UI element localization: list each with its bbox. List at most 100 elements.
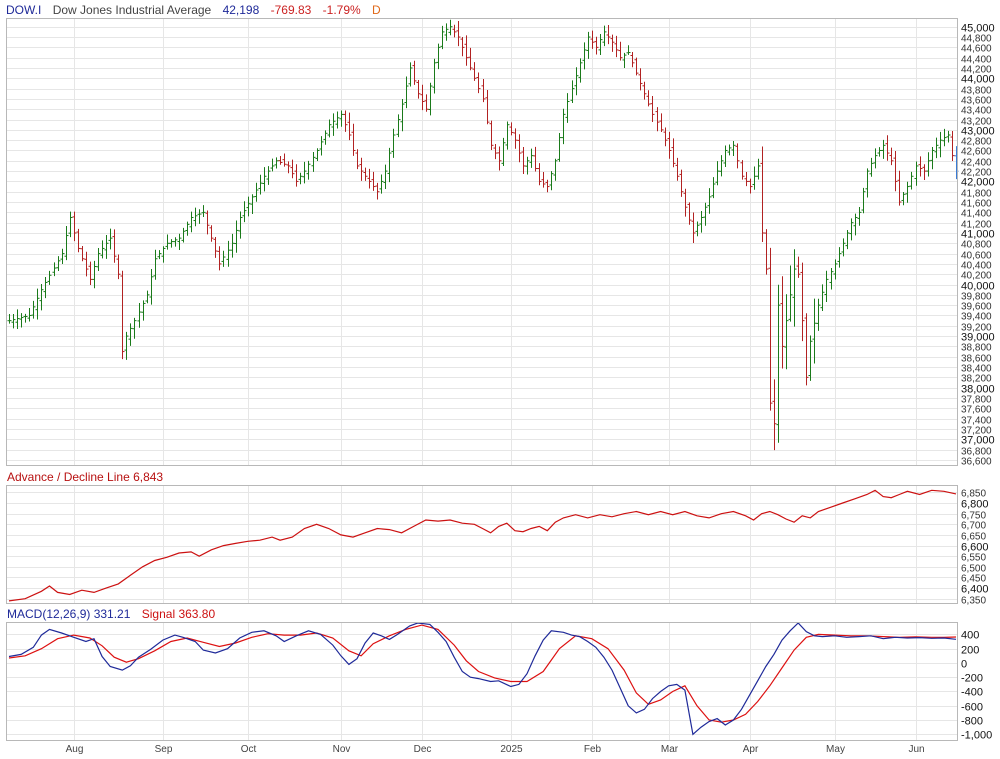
price-tick-label: 36,800 — [961, 447, 992, 458]
ohlc-bar — [857, 207, 862, 226]
ohlc-bar — [355, 149, 360, 170]
ohlc-bar — [667, 131, 672, 159]
ohlc-bar — [570, 80, 575, 103]
header-line: DOW.I Dow Jones Industrial Average 42,19… — [6, 3, 381, 17]
ohlc-bar — [404, 76, 409, 109]
ohlc-bar — [703, 202, 708, 226]
adl-panel-title: Advance / Decline Line 6,843 — [7, 470, 163, 484]
ohlc-bar — [816, 298, 821, 331]
ohlc-bar — [149, 269, 154, 305]
ohlc-bar — [545, 179, 550, 193]
ohlc-bar — [391, 128, 396, 158]
adl-tick-label: 6,550 — [961, 553, 986, 564]
ohlc-bar — [238, 211, 243, 239]
ohlc-bar — [448, 19, 453, 36]
price-tick-label: 37,200 — [961, 426, 992, 437]
ohlc-bar — [557, 132, 562, 162]
price-tick-label: 40,000 — [961, 281, 995, 293]
ohlc-bar — [327, 119, 332, 138]
price-tick-label: 40,200 — [961, 271, 992, 282]
ohlc-bar — [517, 134, 522, 163]
ohlc-bar — [744, 171, 749, 187]
price-tick-label: 43,600 — [961, 96, 992, 107]
ohlc-bar — [197, 209, 202, 224]
ohlc-bar — [359, 157, 364, 181]
ohlc-bar — [396, 114, 401, 138]
ohlc-bar — [189, 211, 194, 233]
ohlc-bar — [780, 276, 785, 369]
ohlc-bar — [43, 277, 48, 299]
ohlc-bar — [383, 164, 388, 190]
ohlc-bar — [274, 157, 279, 169]
price-tick-label: 39,600 — [961, 302, 992, 313]
ohlc-bar — [719, 155, 724, 177]
ohlc-bar — [594, 36, 599, 55]
ohlc-bar — [120, 270, 125, 360]
ohlc-bar — [873, 148, 878, 169]
price-bars-layer — [7, 19, 959, 451]
ohlc-bar — [432, 58, 437, 94]
symbol-label[interactable]: DOW.I — [6, 3, 41, 17]
signal-series-line — [8, 624, 957, 723]
ohlc-bar — [209, 225, 214, 242]
ohlc-bar — [537, 163, 542, 186]
ohlc-bar — [679, 169, 684, 197]
price-tick-label: 37,400 — [961, 416, 992, 427]
panel-frames — [6, 18, 958, 741]
ohlc-bar — [128, 323, 133, 346]
x-tick-label: Nov — [333, 744, 351, 755]
ohlc-bar — [230, 233, 235, 258]
ohlc-bar — [602, 25, 607, 47]
ohlc-bar — [646, 90, 651, 107]
ohlc-bar — [88, 261, 93, 285]
ohlc-bar — [634, 57, 639, 76]
price-tick-label: 43,800 — [961, 86, 992, 97]
adl-tick-label: 6,350 — [961, 596, 986, 607]
ohlc-bar — [124, 331, 129, 360]
macd-tick-label: -200 — [961, 673, 983, 685]
ohlc-bar — [52, 262, 57, 277]
ohlc-bar — [367, 168, 372, 189]
macd-tick-label: -1,000 — [961, 730, 992, 742]
ohlc-bar — [436, 43, 441, 70]
ohlc-bar — [141, 300, 146, 321]
ohlc-bar — [226, 240, 231, 267]
ohlc-bar — [824, 270, 829, 302]
price-tick-label: 38,200 — [961, 374, 992, 385]
ohlc-bar — [181, 227, 186, 243]
x-tick-label: Apr — [743, 744, 759, 755]
adl-tick-label: 6,650 — [961, 532, 986, 543]
ohlc-bar — [865, 168, 870, 198]
ohlc-bar — [11, 313, 16, 329]
ohlc-bar — [946, 130, 951, 143]
price-tick-label: 45,000 — [961, 23, 995, 35]
ohlc-bar — [687, 202, 692, 225]
ohlc-bar — [84, 251, 89, 277]
ohlc-bar — [363, 167, 368, 181]
ohlc-bar — [412, 60, 417, 85]
ohlc-bar — [282, 153, 287, 167]
ohlc-bar — [15, 309, 20, 330]
ohlc-bar — [561, 108, 566, 145]
ohlc-bar — [68, 211, 73, 238]
ohlc-bar — [622, 52, 627, 69]
ohlc-bar — [452, 24, 457, 38]
price-panel-frame — [6, 18, 958, 466]
ohlc-bar — [626, 45, 631, 55]
ohlc-bar — [893, 150, 898, 192]
adl-panel-frame — [6, 485, 958, 604]
price-tick-label: 39,800 — [961, 292, 992, 303]
x-tick-label: Sep — [155, 744, 173, 755]
ohlc-bar — [735, 143, 740, 169]
ohlc-bar — [638, 68, 643, 91]
adl-tick-label: 6,450 — [961, 574, 986, 585]
ohlc-bar — [221, 250, 226, 267]
ohlc-bar — [695, 221, 700, 237]
ohlc-bar — [468, 47, 473, 71]
ohlc-bar — [711, 177, 716, 199]
ohlc-bar — [586, 31, 591, 59]
ohlc-bar — [27, 308, 32, 322]
period-label[interactable]: D — [372, 3, 381, 17]
ohlc-bar — [926, 152, 931, 177]
ohlc-bar — [254, 182, 259, 202]
